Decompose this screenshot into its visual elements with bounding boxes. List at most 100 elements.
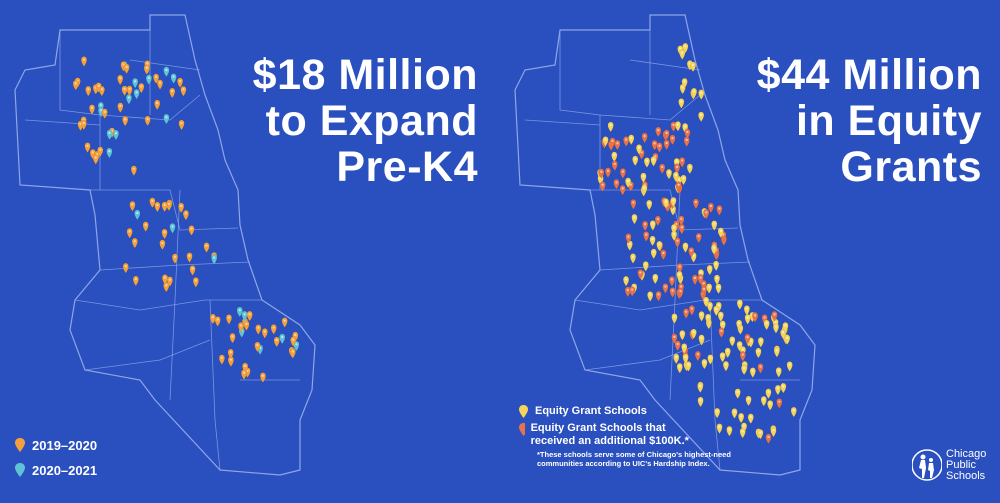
- school-pin-dot: [229, 351, 232, 354]
- school-pin-dot: [127, 96, 131, 99]
- school-pin-dot: [658, 243, 661, 246]
- school-pin-dot: [741, 353, 744, 356]
- school-pin: [637, 269, 644, 280]
- school-pin: [192, 277, 199, 288]
- school-pin-dot: [683, 80, 686, 83]
- school-pin-dot: [693, 276, 697, 280]
- school-pin-dot: [721, 322, 724, 325]
- prek-panel: $18 Million to Expand Pre-K4 2019–2020 2…: [14, 14, 478, 478]
- legend-2019-2020-label: 2019–2020: [32, 437, 98, 453]
- school-pin: [668, 276, 675, 287]
- school-pin-dot: [156, 101, 159, 105]
- school-pin-dot: [211, 316, 214, 319]
- school-pin: [670, 196, 677, 208]
- school-pin-dot: [681, 86, 684, 89]
- school-pin-dot: [654, 276, 657, 279]
- school-pin: [741, 364, 748, 376]
- yellow-pin-icon: [519, 405, 528, 418]
- school-pin: [598, 168, 605, 179]
- school-pin-dot: [261, 374, 265, 377]
- school-pin-dot: [699, 384, 702, 387]
- school-pin: [189, 265, 196, 276]
- school-pin-dot: [640, 151, 643, 154]
- school-pin-dot: [128, 87, 131, 91]
- school-pin: [153, 73, 160, 85]
- district-boundary: [24, 119, 101, 126]
- school-pin-dot: [257, 326, 260, 329]
- school-pin: [273, 336, 280, 348]
- school-pin-dot: [656, 217, 659, 221]
- school-pin-dot: [216, 318, 219, 321]
- school-pin-dot: [731, 338, 734, 341]
- school-pin-dot: [213, 256, 216, 259]
- school-pin-dot: [146, 62, 149, 65]
- school-pin: [729, 336, 736, 347]
- school-pin-dot: [99, 104, 102, 107]
- school-pin-dot: [721, 354, 724, 357]
- school-pin: [674, 121, 681, 132]
- chicago-map-prek: [14, 14, 316, 476]
- school-pin-dot: [651, 237, 654, 241]
- school-pin-dot: [631, 288, 634, 291]
- school-pin-dot: [699, 399, 702, 402]
- school-pin: [132, 275, 139, 287]
- school-pin-dot: [751, 369, 754, 372]
- school-pin: [679, 49, 686, 60]
- prek-headline-line-1: $18 Million: [252, 51, 478, 99]
- school-pin-dot: [686, 130, 689, 134]
- school-pin-dot: [168, 278, 171, 281]
- school-pin-dot: [600, 170, 603, 173]
- school-pin: [647, 291, 654, 302]
- school-pin: [683, 136, 690, 148]
- school-pin: [101, 108, 108, 120]
- school-pin: [649, 220, 656, 231]
- school-pin-dot: [702, 282, 705, 285]
- school-pin-dot: [114, 132, 118, 135]
- school-pin: [682, 353, 689, 365]
- school-pin: [122, 262, 129, 274]
- cps-logo: Chicago Public Schools: [912, 448, 986, 482]
- school-pin-dot: [165, 284, 168, 287]
- school-pin-dot: [628, 242, 631, 245]
- school-pin-dot: [163, 231, 166, 234]
- legend-2019-2020: 2019–2020: [14, 437, 97, 453]
- school-pin-dot: [709, 356, 712, 359]
- school-pin-dot: [746, 316, 749, 319]
- school-pin-dot: [643, 186, 646, 189]
- school-pin-dot: [151, 199, 154, 202]
- school-pin-dot: [180, 121, 183, 125]
- school-pin: [684, 128, 691, 140]
- school-pin: [671, 333, 678, 345]
- school-pin: [717, 311, 724, 323]
- school-pin: [92, 154, 99, 165]
- school-pin-dot: [688, 165, 691, 169]
- school-pin: [125, 94, 132, 105]
- school-pin: [227, 348, 234, 360]
- school-pin: [773, 323, 779, 334]
- school-pin: [614, 139, 621, 151]
- school-pin: [722, 361, 729, 372]
- school-pin: [255, 324, 262, 335]
- school-pin: [713, 305, 720, 317]
- school-pin-dot: [637, 146, 641, 149]
- school-pin: [770, 426, 777, 438]
- school-pin-dot: [746, 336, 749, 339]
- school-pin: [650, 248, 657, 260]
- school-pin-dot: [108, 150, 111, 153]
- school-pin-dot: [720, 329, 723, 333]
- school-pin: [81, 56, 87, 67]
- district-boundary: [629, 59, 701, 71]
- school-pin: [765, 388, 772, 400]
- school-pin: [691, 87, 697, 99]
- school-pin: [236, 306, 243, 318]
- school-pin: [738, 412, 745, 424]
- school-pin: [706, 264, 713, 276]
- school-pin: [129, 201, 136, 212]
- school-pin-dot: [643, 134, 646, 138]
- school-pin-dot: [165, 116, 168, 119]
- school-pin-dot: [742, 366, 746, 370]
- cps-logo-line-3: Schools: [946, 469, 986, 482]
- school-pin: [170, 73, 177, 84]
- school-pin-dot: [661, 165, 664, 169]
- school-pin: [716, 205, 723, 216]
